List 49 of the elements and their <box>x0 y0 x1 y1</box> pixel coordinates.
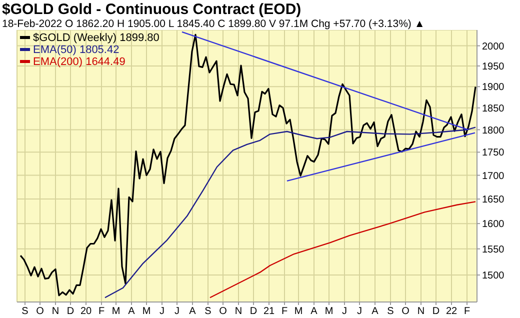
x-tick-label: M <box>294 306 303 318</box>
x-tick-label: J <box>342 306 347 318</box>
x-tick-label: M <box>142 306 151 318</box>
chart-subtitle: 18-Feb-2022 O 1862.20 H 1905.00 L 1845.40 C 1899.80 V 97.1M Chg +57.70 (+3.13%) ▲ <box>2 18 425 30</box>
legend-label: EMA(50) 1805.42 <box>33 44 120 56</box>
x-tick-label: A <box>372 306 379 318</box>
y-tick-label: 1700 <box>482 170 505 182</box>
x-tick-label: A <box>189 306 196 318</box>
x-tick-label: D <box>432 306 440 318</box>
chart-title: $GOLD Gold - Continuous Contract (EOD) <box>2 1 302 18</box>
x-tick-label: 21 <box>263 306 275 318</box>
y-tick-label: 1900 <box>482 82 505 94</box>
y-tick-label: 2000 <box>482 41 505 52</box>
x-tick-label: J <box>357 306 362 318</box>
x-tick-label: O <box>219 306 228 318</box>
x-tick-label: A <box>310 306 318 318</box>
x-tick-label: 22 <box>446 306 458 318</box>
x-tick-label: F <box>98 306 105 318</box>
x-tick-label: O <box>36 306 44 318</box>
x-tick-label: S <box>204 306 212 318</box>
x-tick-label: A <box>128 306 136 318</box>
y-tick-label: 1600 <box>482 219 505 230</box>
legend-label: $GOLD (Weekly) 1899.80 <box>33 32 160 44</box>
x-tick-label: F <box>281 306 288 318</box>
y-tick-label: 1800 <box>482 125 505 136</box>
y-tick-label: 1750 <box>482 148 505 159</box>
x-tick-label: S <box>22 306 29 318</box>
x-tick-label: D <box>250 306 258 318</box>
x-tick-label: J <box>160 306 164 318</box>
x-tick-label: N <box>417 306 425 318</box>
line-series <box>104 126 476 298</box>
y-tick-label: 1550 <box>482 244 505 256</box>
y-tick-label: 1950 <box>482 62 505 72</box>
line-series <box>209 201 476 298</box>
x-tick-label: J <box>174 306 180 318</box>
x-tick-label: S <box>387 306 394 318</box>
legend-label: EMA(200) 1644.49 <box>33 56 126 68</box>
x-tick-label: F <box>464 306 470 318</box>
x-tick-label: M <box>324 306 334 318</box>
y-tick-label: 1850 <box>482 103 505 114</box>
line-series <box>20 34 476 296</box>
x-tick-label: 20 <box>80 306 92 318</box>
x-tick-label: D <box>66 306 74 318</box>
y-tick-label: 1500 <box>482 270 505 282</box>
x-tick-label: N <box>52 306 60 318</box>
y-tick-label: 1650 <box>482 194 505 206</box>
x-tick-label: O <box>402 306 410 318</box>
x-tick-label: M <box>112 306 120 318</box>
x-tick-label: N <box>234 306 242 318</box>
